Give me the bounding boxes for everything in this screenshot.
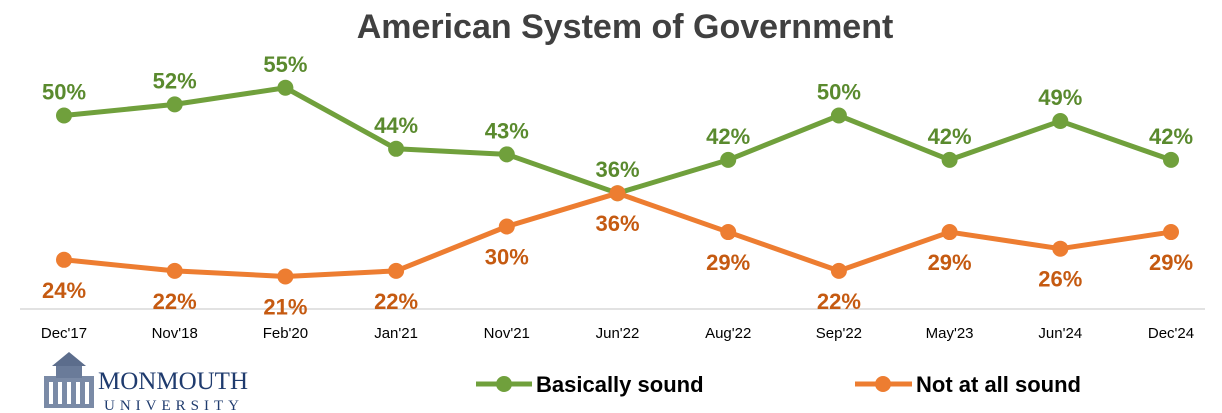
data-point-basically-sound [720,151,737,168]
data-label-basically-sound: 55% [263,52,307,77]
data-label-not-at-all-sound: 22% [374,289,418,314]
x-tick-label: May'23 [926,325,974,342]
legend-marker-not-at-all-sound [875,376,891,392]
data-point-basically-sound [388,140,405,157]
data-label-not-at-all-sound: 22% [153,289,197,314]
monmouth-logo: MONMOUTH UNIVERSITY [44,352,248,413]
data-label-not-at-all-sound: 29% [1149,250,1193,275]
data-point-basically-sound [830,107,847,124]
data-label-basically-sound: 49% [1038,85,1082,110]
legend-label-basically-sound: Basically sound [536,372,704,397]
chart-title: American System of Government [357,8,894,46]
data-label-basically-sound: 42% [1149,124,1193,149]
data-point-basically-sound [941,151,958,168]
x-tick-label: Nov'18 [152,325,198,342]
data-point-not-at-all-sound [609,185,626,202]
legend-marker-basically-sound [496,376,512,392]
data-point-basically-sound [498,146,515,163]
x-tick-label: Jun'24 [1038,325,1082,342]
legend-item-not-at-all-sound: Not at all sound [855,372,1081,397]
data-point-not-at-all-sound [498,218,515,235]
series-not-at-all-sound: 24% 22% 21% 22% 30% 36% 29% 22% 29% 26% 29% [42,185,1193,319]
data-point-not-at-all-sound [830,262,847,279]
x-axis-ticks: Dec'17 Nov'18 Feb'20 Jan'21 Nov'21 Jun'22 Aug'… [41,325,1194,342]
data-point-basically-sound [1052,113,1069,130]
x-tick-label: Dec'24 [1148,325,1194,342]
data-label-not-at-all-sound: 21% [263,294,307,319]
data-label-not-at-all-sound: 29% [706,250,750,275]
logo-sub: UNIVERSITY [104,398,244,413]
data-label-not-at-all-sound: 30% [485,245,529,270]
data-label-basically-sound: 42% [928,124,972,149]
data-point-basically-sound [166,96,183,113]
data-label-not-at-all-sound: 26% [1038,267,1082,292]
data-point-not-at-all-sound [56,251,72,268]
x-tick-label: Dec'17 [41,325,87,342]
x-tick-label: Sep'22 [816,325,862,342]
series-layer: 50% 52%55%44% 43%36%42%50%42%49%42%24% 22% 2… [42,52,1193,320]
data-point-not-at-all-sound [720,224,737,241]
data-label-basically-sound: 50% [817,80,861,105]
data-point-basically-sound [277,79,294,96]
data-label-not-at-all-sound: 24% [42,278,86,303]
data-label-basically-sound: 42% [706,124,750,149]
data-label-basically-sound: 36% [595,157,639,182]
data-label-basically-sound: 52% [153,68,197,93]
building-icon [44,352,94,408]
x-tick-label: Nov'21 [484,325,530,342]
legend: Basically sound Not at all sound [476,372,1081,397]
data-label-basically-sound: 44% [374,113,418,138]
data-point-not-at-all-sound [1163,224,1179,241]
data-point-not-at-all-sound [166,262,183,279]
legend-label-not-at-all-sound: Not at all sound [916,372,1081,397]
legend-item-basically-sound: Basically sound [476,372,704,397]
data-point-not-at-all-sound [388,262,405,279]
data-point-not-at-all-sound [277,268,294,285]
logo-name: MONMOUTH [98,368,248,395]
data-label-not-at-all-sound: 29% [928,250,972,275]
x-tick-label: Jan'21 [374,325,418,342]
data-point-basically-sound [1163,151,1179,168]
series-basically-sound: 50% 52% 55% 44% 43% 36% 42% 50% 42% 49% 42% [42,52,1193,202]
data-label-basically-sound: 43% [485,118,529,143]
data-point-basically-sound [56,107,72,124]
data-label-not-at-all-sound: 36% [595,211,639,236]
data-label-not-at-all-sound: 22% [817,289,861,314]
x-tick-label: Feb'20 [263,325,308,342]
x-tick-label: Aug'22 [705,325,751,342]
data-point-not-at-all-sound [941,224,958,241]
data-label-basically-sound: 50% [42,80,86,105]
x-tick-label: Jun'22 [596,325,640,342]
data-point-not-at-all-sound [1052,240,1069,257]
